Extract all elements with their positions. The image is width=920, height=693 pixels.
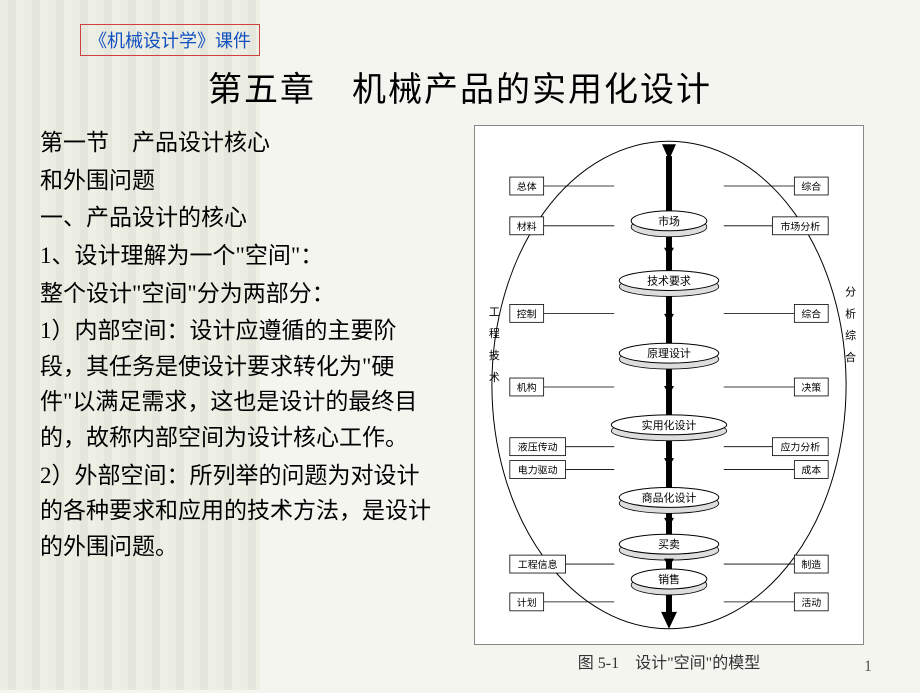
svg-text:程: 程 bbox=[489, 327, 500, 340]
svg-text:市场: 市场 bbox=[658, 214, 680, 228]
svg-text:决策: 决策 bbox=[801, 381, 821, 394]
point-1-line2: 整个设计"空间"分为两部分： bbox=[40, 276, 440, 312]
text-column: 第一节 产品设计核心 和外围问题 一、产品设计的核心 1、设计理解为一个"空间"… bbox=[40, 125, 440, 673]
figure-caption: 图 5-1 设计"空间"的模型 bbox=[578, 649, 760, 673]
svg-text:技: 技 bbox=[489, 349, 500, 362]
svg-text:实用化设计: 实用化设计 bbox=[642, 418, 697, 432]
svg-text:销售: 销售 bbox=[658, 572, 680, 586]
svg-text:合: 合 bbox=[845, 350, 856, 364]
course-label: 《机械设计学》课件 bbox=[80, 24, 260, 56]
svg-text:析: 析 bbox=[845, 306, 856, 320]
section-subtitle: 和外围问题 bbox=[40, 163, 440, 199]
svg-text:成本: 成本 bbox=[801, 464, 821, 477]
svg-text:工程信息: 工程信息 bbox=[518, 558, 558, 571]
svg-text:综合: 综合 bbox=[801, 180, 821, 193]
svg-text:控制: 控制 bbox=[517, 307, 537, 320]
chapter-title: 第五章 机械产品的实用化设计 bbox=[40, 62, 880, 111]
heading-1: 一、产品设计的核心 bbox=[40, 200, 440, 236]
svg-text:综: 综 bbox=[845, 328, 856, 342]
point-1-2: 2）外部空间：所列举的问题为对设计的各种要求和应用的技术方法，是设计的外围问题。 bbox=[40, 458, 440, 565]
svg-text:电力驱动: 电力驱动 bbox=[518, 464, 558, 477]
svg-text:工: 工 bbox=[489, 306, 500, 318]
svg-text:原理设计: 原理设计 bbox=[647, 347, 691, 360]
svg-text:商品化设计: 商品化设计 bbox=[642, 490, 697, 504]
svg-text:机构: 机构 bbox=[517, 381, 537, 394]
section-title: 第一节 产品设计核心 bbox=[40, 125, 440, 161]
design-space-diagram: 市场技术要求原理设计实用化设计商品化设计买卖销售 总体材料控制机构液压传动电力驱动… bbox=[474, 125, 864, 645]
svg-text:材料: 材料 bbox=[517, 220, 537, 233]
svg-text:应力分析: 应力分析 bbox=[780, 441, 820, 454]
svg-text:活动: 活动 bbox=[801, 597, 821, 609]
svg-text:术: 术 bbox=[489, 371, 500, 384]
svg-text:综合: 综合 bbox=[801, 307, 821, 320]
svg-text:制造: 制造 bbox=[801, 558, 821, 571]
svg-text:总体: 总体 bbox=[517, 180, 537, 193]
svg-text:计划: 计划 bbox=[517, 596, 537, 609]
svg-text:买卖: 买卖 bbox=[658, 538, 680, 551]
svg-text:技术要求: 技术要求 bbox=[647, 275, 691, 288]
point-1-1: 1）内部空间：设计应遵循的主要阶段，其任务是使设计要求转化为"硬件"以满足需求，… bbox=[40, 313, 440, 456]
svg-text:液压传动: 液压传动 bbox=[518, 441, 558, 454]
svg-text:市场分析: 市场分析 bbox=[780, 220, 820, 233]
svg-text:分: 分 bbox=[845, 285, 856, 298]
point-1: 1、设计理解为一个"空间"： bbox=[40, 238, 440, 274]
